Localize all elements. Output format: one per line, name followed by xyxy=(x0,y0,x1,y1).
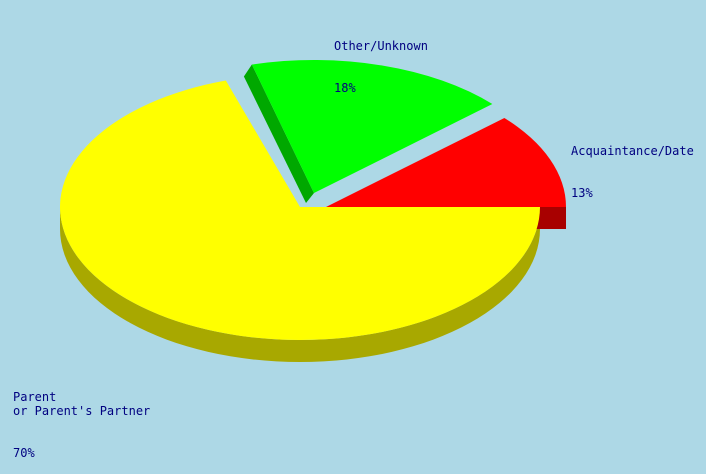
label-acquaintance-date-name: Acquaintance/Date xyxy=(571,144,694,158)
label-acquaintance-date: Acquaintance/Date 13% xyxy=(571,116,694,214)
label-other-unknown-value: 18% xyxy=(334,81,356,95)
label-other-unknown: Other/Unknown 18% xyxy=(334,11,428,109)
label-parent-value: 70% xyxy=(13,446,35,460)
label-parent-name: Parent or Parent's Partner xyxy=(13,390,151,418)
label-other-unknown-name: Other/Unknown xyxy=(334,39,428,53)
slice-parent xyxy=(59,80,540,340)
slice-side-other-unknown xyxy=(243,64,314,204)
slice-other-unknown xyxy=(251,59,493,193)
label-parent: Parent or Parent's Partner 70% xyxy=(13,362,150,474)
slice-acquaintance-date xyxy=(326,118,566,207)
slice-side-parent xyxy=(60,207,540,362)
slice-edge-other-unknown xyxy=(243,64,314,204)
pie-chart xyxy=(59,59,566,362)
slice-wall-parent xyxy=(60,207,540,362)
label-acquaintance-date-value: 13% xyxy=(571,186,593,200)
